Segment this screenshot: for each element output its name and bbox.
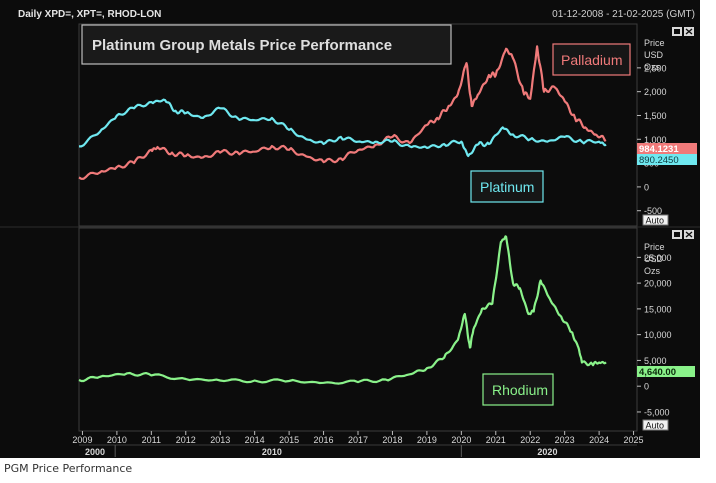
xtick-label: 2016 <box>314 435 334 445</box>
bottom-panel-restore-icon[interactable] <box>672 230 682 239</box>
bottom-ytick-label: 15,000 <box>644 304 672 314</box>
bottom-ytick-label: 5,000 <box>644 356 667 366</box>
xtick-label: 2012 <box>176 435 196 445</box>
figure-caption: PGM Price Performance <box>4 462 133 475</box>
palladium-label-box: Palladium <box>552 43 631 76</box>
bottom-ytick-label: -5,000 <box>644 407 670 417</box>
xtick-label: 2010 <box>107 435 127 445</box>
platinum-last-value-badge: 890.2450 <box>637 154 697 166</box>
bottom-ytick-label: 10,000 <box>644 330 672 340</box>
xtick-label: 2018 <box>382 435 402 445</box>
top-ytick-label: 1,500 <box>644 111 667 121</box>
bottom-ylabel-line-1: Price <box>644 242 665 252</box>
decade-label: 2010 <box>262 447 282 457</box>
bottom-ylabel-line-2: USD <box>644 254 664 264</box>
bottom-y-axis: -5,000 0 5,000 10,000 15,000 20,000 25,000 <box>637 253 672 417</box>
palladium-last-value: 984.1231 <box>639 144 679 155</box>
top-auto-button[interactable]: Auto <box>642 214 669 226</box>
rhodium-label-box: Rhodium <box>482 373 554 406</box>
bottom-ylabel-line-3: Ozs <box>644 266 661 276</box>
symbols-label: Daily XPD=, XPT=, RHOD-LON <box>18 9 161 20</box>
xtick-label: 2009 <box>72 435 92 445</box>
top-panel-close-icon[interactable] <box>684 27 694 36</box>
palladium-series-line <box>78 45 607 180</box>
rhodium-last-value-badge: 4,640.00 <box>637 366 695 378</box>
xtick-label: 2023 <box>555 435 575 445</box>
xtick-label: 2019 <box>417 435 437 445</box>
chart-title-box: Platinum Group Metals Price Performance <box>81 24 452 65</box>
rhodium-label: Rhodium <box>492 382 548 398</box>
bottom-auto-label: Auto <box>646 421 665 431</box>
xtick-label: 2024 <box>589 435 609 445</box>
x-axis: 2009 2010 2011 2012 2013 2014 2015 2016 2017 2018… <box>72 431 644 457</box>
top-panel-restore-icon[interactable] <box>672 27 682 36</box>
xtick-label: 2011 <box>142 435 161 445</box>
top-ylabel-line-3: Ozs <box>644 62 661 72</box>
bottom-ytick-label: 20,000 <box>644 279 672 289</box>
xtick-label: 2014 <box>245 435 265 445</box>
top-ylabel-line-1: Price <box>644 38 665 48</box>
top-ytick-label: 2,000 <box>644 87 667 97</box>
xtick-label: 2013 <box>210 435 230 445</box>
palladium-label: Palladium <box>561 52 622 68</box>
palladium-last-value-badge: 984.1231 <box>637 143 697 155</box>
platinum-series-line <box>79 98 607 158</box>
top-ytick-label: 2,500 <box>644 63 667 73</box>
xtick-label: 2015 <box>279 435 299 445</box>
xtick-label: 2025 <box>624 435 644 445</box>
top-ytick-label: 0 <box>644 182 649 192</box>
bottom-ytick-label: 0 <box>644 382 649 392</box>
platinum-label: Platinum <box>480 179 534 195</box>
xtick-label: 2020 <box>451 435 471 445</box>
top-ytick-label: -500 <box>644 206 662 216</box>
xtick-label: 2021 <box>486 435 506 445</box>
top-auto-label: Auto <box>646 216 665 226</box>
xtick-label: 2022 <box>520 435 540 445</box>
rhodium-series-line <box>78 235 607 385</box>
chart-title: Platinum Group Metals Price Performance <box>92 37 392 54</box>
platinum-label-box: Platinum <box>470 170 544 203</box>
top-ytick-label: 1,000 <box>644 135 667 145</box>
date-range-label: 01-12-2008 - 21-02-2025 (GMT) <box>552 9 695 20</box>
bottom-ytick-label: 25,000 <box>644 253 672 263</box>
top-ylabel-line-2: USD <box>644 50 664 60</box>
pgm-price-chart: Daily XPD=, XPT=, RHOD-LON 01-12-2008 - … <box>0 0 700 458</box>
rhodium-last-value: 4,640.00 <box>639 367 676 378</box>
decade-label: 2020 <box>537 447 557 457</box>
platinum-last-value: 890.2450 <box>639 155 679 166</box>
xtick-label: 2017 <box>348 435 368 445</box>
bottom-panel-close-icon[interactable] <box>684 230 694 239</box>
bottom-auto-button[interactable]: Auto <box>642 419 669 431</box>
top-panel-frame <box>78 23 638 227</box>
decade-label: 2000 <box>85 447 105 457</box>
